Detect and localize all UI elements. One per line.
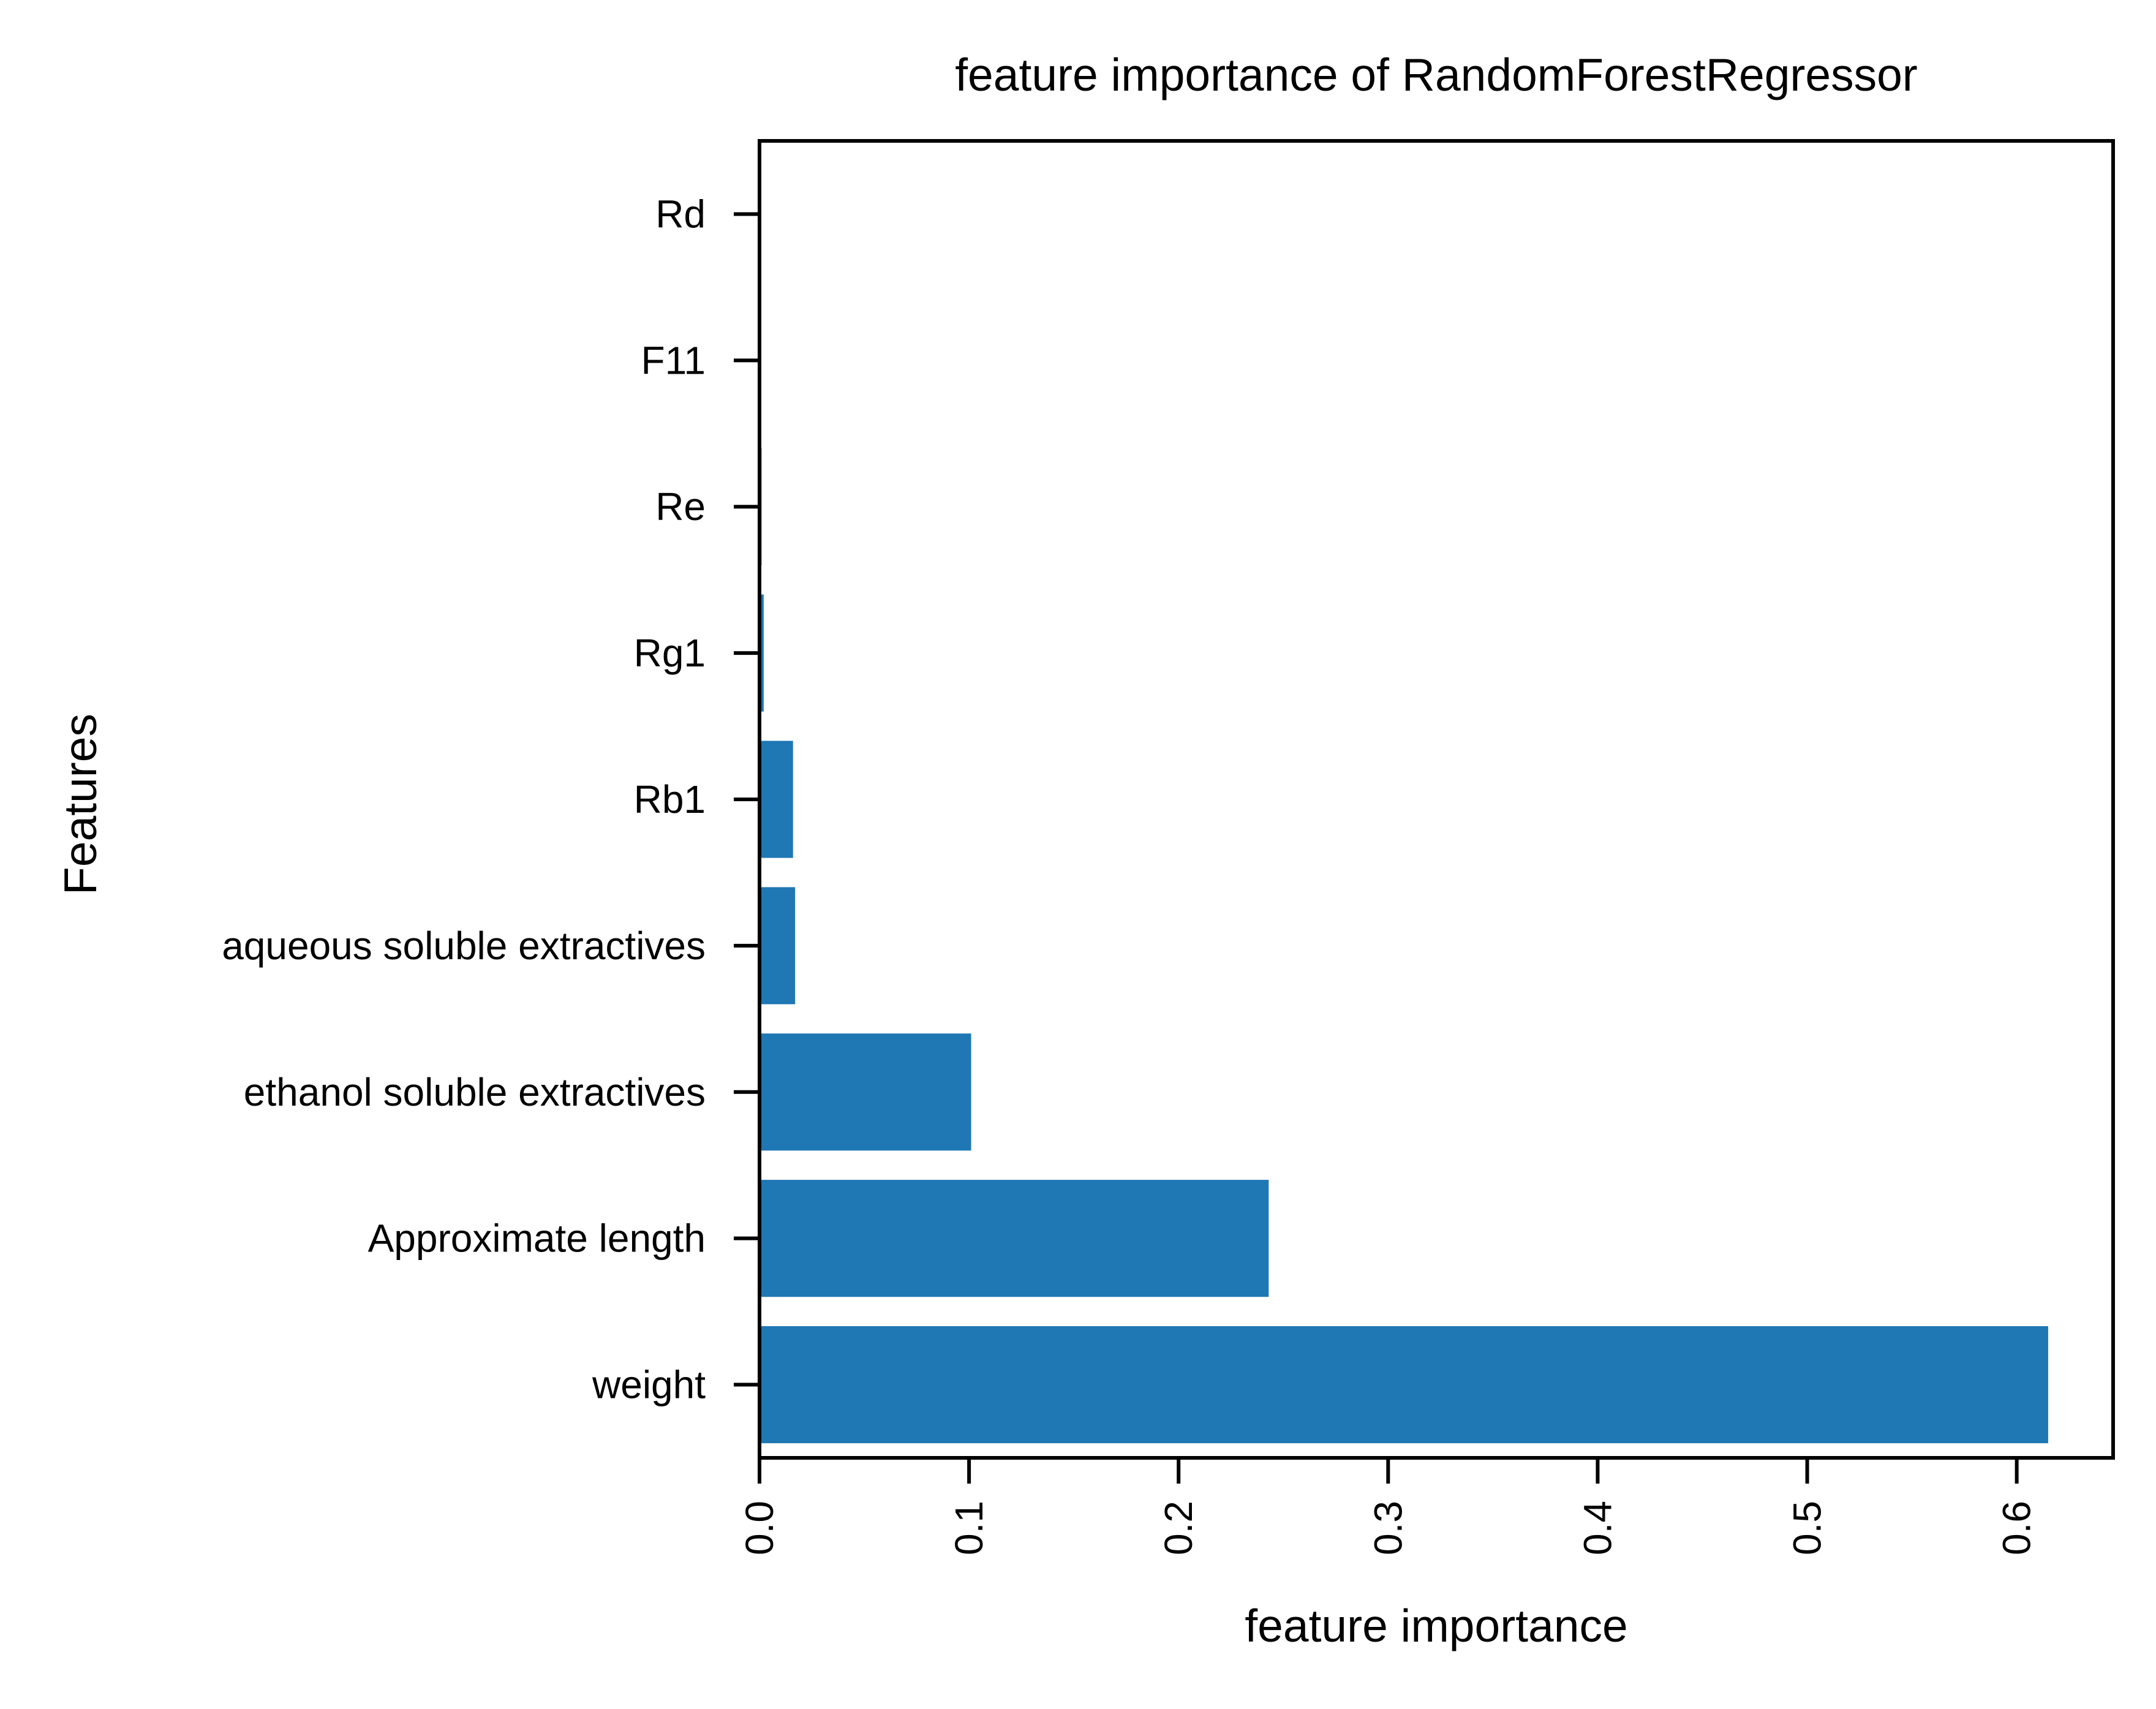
- y-tick-label: Rg1: [634, 631, 706, 675]
- y-axis-label: Features: [55, 714, 106, 895]
- bar: [760, 1033, 971, 1150]
- y-tick-label: aqueous soluble extractives: [222, 924, 706, 968]
- bar: [760, 741, 793, 858]
- y-tick-label: weight: [592, 1363, 706, 1407]
- y-tick-label: Rb1: [634, 777, 706, 821]
- y-tick-label: Rd: [655, 192, 706, 236]
- x-tick-label: 0.6: [1995, 1501, 2039, 1555]
- x-tick-label: 0.1: [947, 1501, 991, 1555]
- y-tick-label: Re: [655, 485, 706, 529]
- y-tick-label: ethanol soluble extractives: [244, 1070, 706, 1114]
- chart-title: feature importance of RandomForestRegres…: [955, 49, 1918, 100]
- x-tick-label: 0.2: [1156, 1501, 1200, 1555]
- x-axis-label: feature importance: [1245, 1600, 1627, 1651]
- bar: [760, 1326, 2048, 1443]
- bar: [760, 1180, 1268, 1297]
- x-tick-label: 0.0: [737, 1501, 782, 1555]
- x-tick-label: 0.3: [1366, 1501, 1410, 1555]
- x-tick-label: 0.4: [1575, 1501, 1619, 1555]
- y-tick-label: F11: [641, 338, 706, 382]
- y-tick-label: Approximate length: [368, 1217, 706, 1261]
- bar: [760, 887, 795, 1004]
- x-tick-label: 0.5: [1785, 1501, 1830, 1555]
